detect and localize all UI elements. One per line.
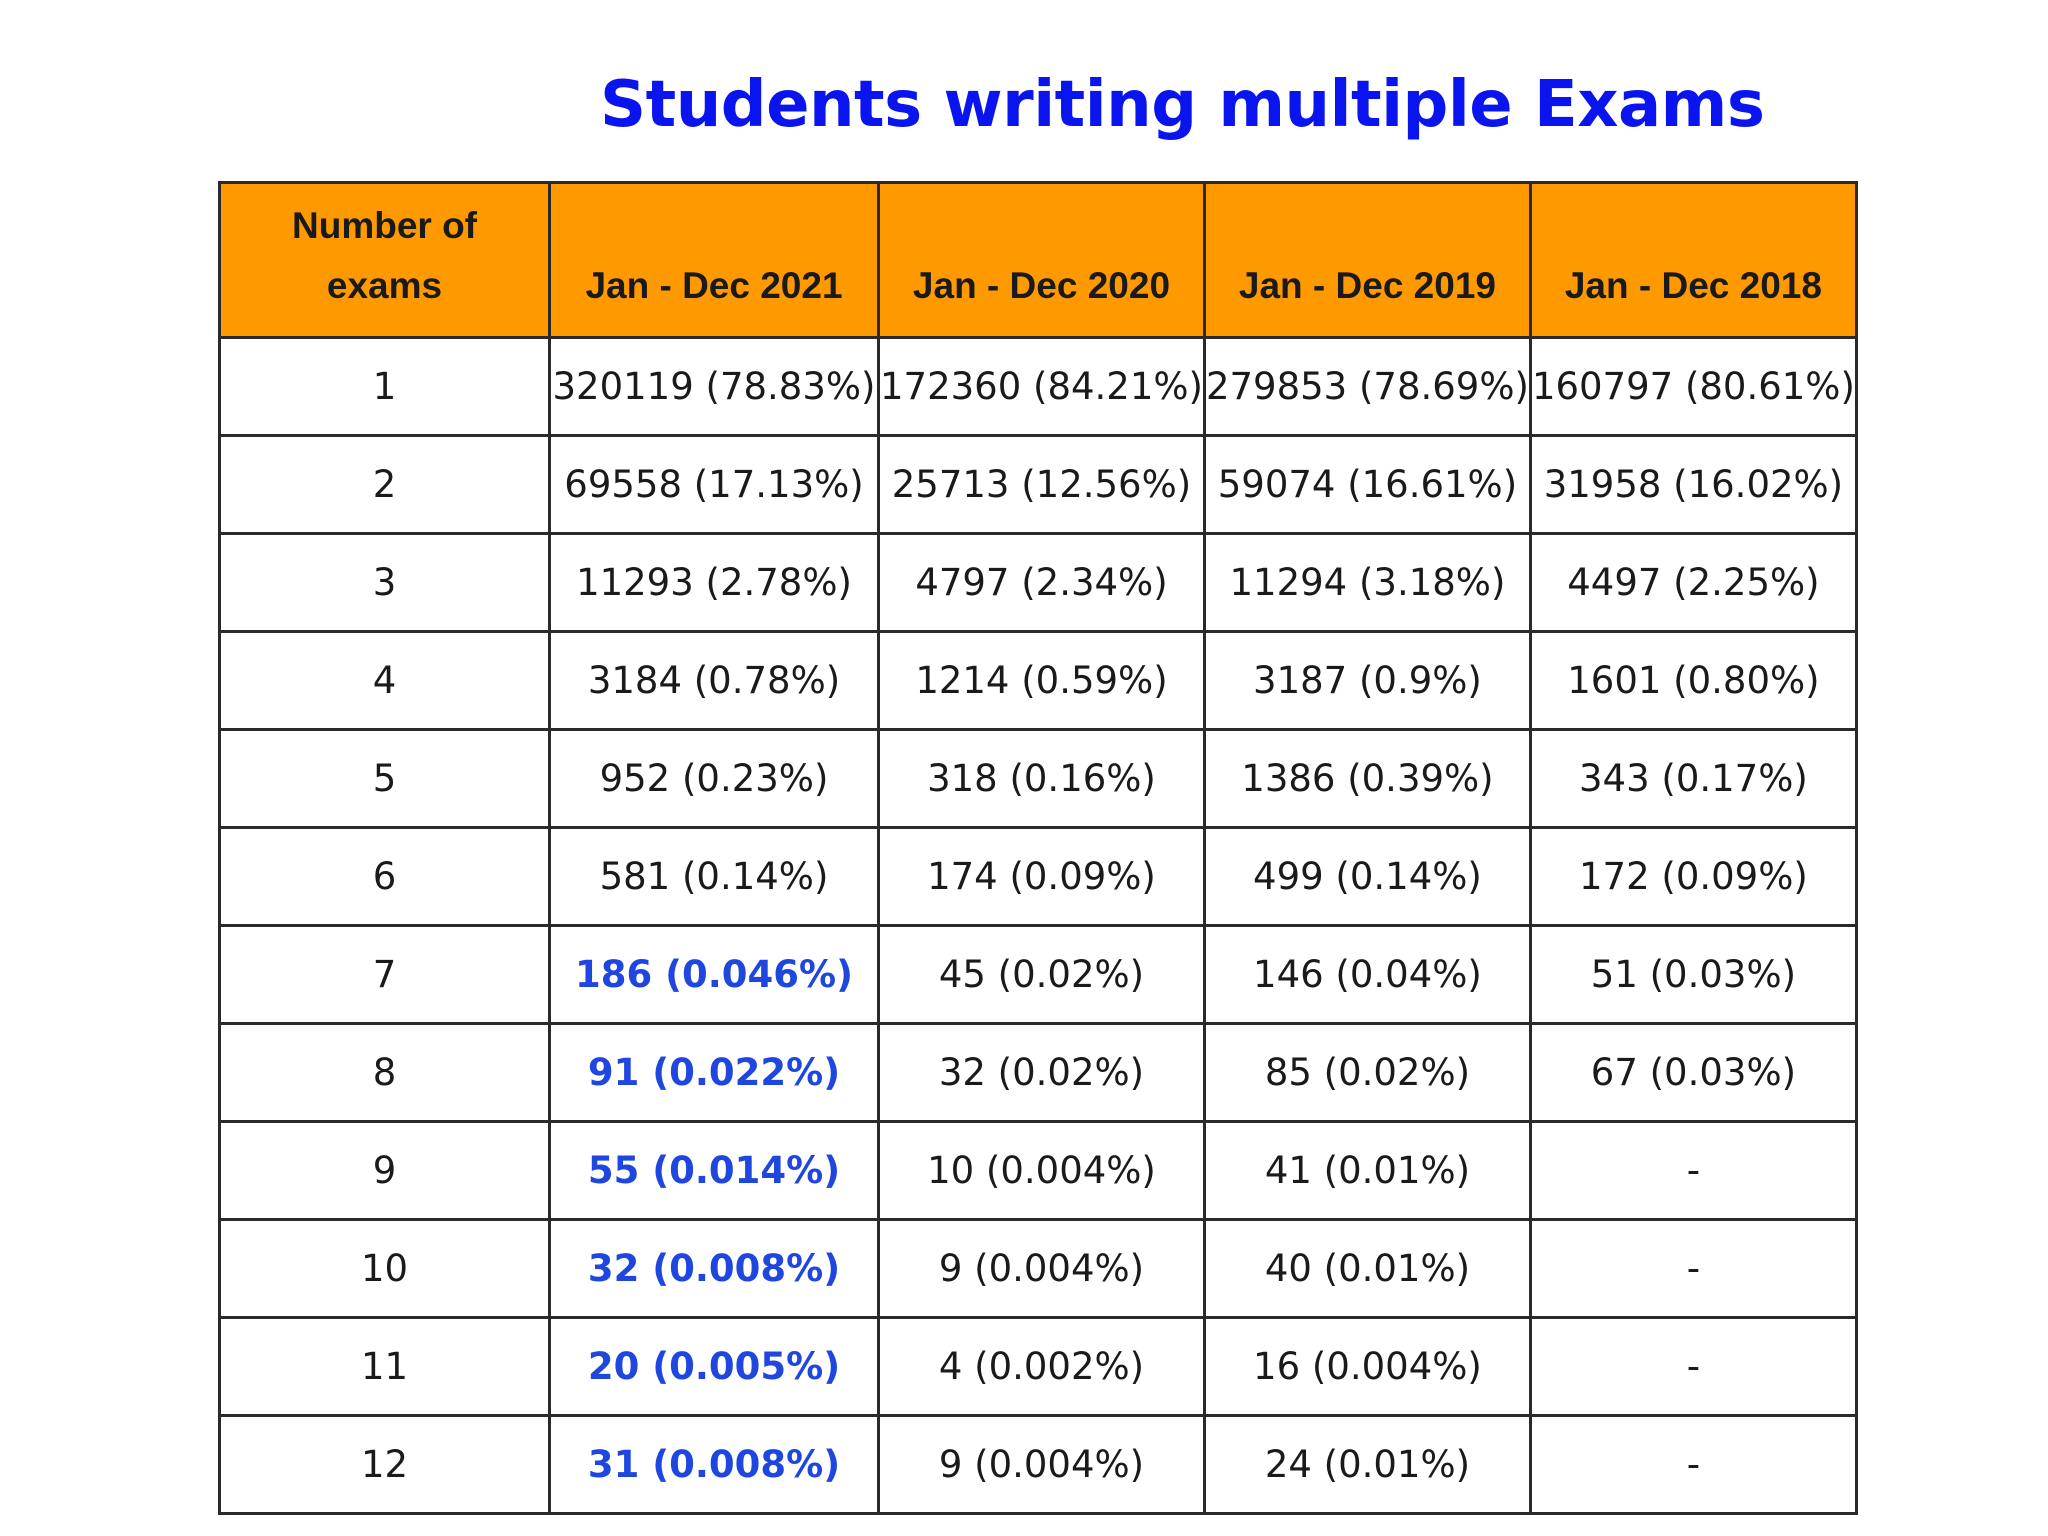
cell-2021: 952 (0.23%) [548, 728, 880, 829]
cell-2018: 160797 (80.61%) [1528, 336, 1858, 437]
table-body: 1 320119 (78.83%) 172360 (84.21%) 279853 (7… [218, 336, 1858, 1515]
cell-2021: 20 (0.005%) [548, 1316, 880, 1417]
cell-2018: 343 (0.17%) [1528, 728, 1858, 829]
table-row: 10 32 (0.008%) 9 (0.004%) 40 (0.01%) - [218, 1218, 1858, 1319]
cell-number-of-exams: 10 [218, 1218, 551, 1319]
cell-2019: 1386 (0.39%) [1202, 728, 1532, 829]
header-number-of-exams-line2: exams [326, 265, 443, 306]
table-row: 4 3184 (0.78%) 1214 (0.59%) 3187 (0.9%) 1601… [218, 630, 1858, 731]
table-row: 5 952 (0.23%) 318 (0.16%) 1386 (0.39%) 343 (… [218, 728, 1858, 829]
cell-2018: 31958 (16.02%) [1528, 434, 1858, 535]
table-row: 1 320119 (78.83%) 172360 (84.21%) 279853 (7… [218, 336, 1858, 437]
cell-2020: 172360 (84.21%) [877, 336, 1206, 437]
cell-2020: 4797 (2.34%) [877, 532, 1206, 633]
cell-2018: - [1528, 1218, 1858, 1319]
cell-2019: 499 (0.14%) [1202, 826, 1532, 927]
header-year-2019: Jan - Dec 2019 [1202, 181, 1532, 339]
cell-2020: 174 (0.09%) [877, 826, 1206, 927]
cell-2020: 45 (0.02%) [877, 924, 1206, 1025]
cell-2018: 1601 (0.80%) [1528, 630, 1858, 731]
cell-number-of-exams: 6 [218, 826, 551, 927]
cell-number-of-exams: 2 [218, 434, 551, 535]
cell-2021: 3184 (0.78%) [548, 630, 880, 731]
table-header-row: Number of exams Jan - Dec 2021 Jan - Dec … [218, 181, 1858, 339]
cell-2021: 91 (0.022%) [548, 1022, 880, 1123]
header-number-of-exams: Number of exams [218, 181, 551, 339]
table-row: 8 91 (0.022%) 32 (0.02%) 85 (0.02%) 67 (0.03… [218, 1022, 1858, 1123]
cell-2019: 59074 (16.61%) [1202, 434, 1532, 535]
cell-2021: 32 (0.008%) [548, 1218, 880, 1319]
cell-2020: 25713 (12.56%) [877, 434, 1206, 535]
cell-number-of-exams: 5 [218, 728, 551, 829]
table-row: 12 31 (0.008%) 9 (0.004%) 24 (0.01%) - [218, 1414, 1858, 1515]
cell-2018: - [1528, 1120, 1858, 1221]
table-row: 6 581 (0.14%) 174 (0.09%) 499 (0.14%) 172 (0… [218, 826, 1858, 927]
cell-2020: 1214 (0.59%) [877, 630, 1206, 731]
cell-2019: 11294 (3.18%) [1202, 532, 1532, 633]
cell-2020: 10 (0.004%) [877, 1120, 1206, 1221]
cell-number-of-exams: 7 [218, 924, 551, 1025]
cell-2021: 11293 (2.78%) [548, 532, 880, 633]
header-year-2020: Jan - Dec 2020 [877, 181, 1206, 339]
cell-2019: 40 (0.01%) [1202, 1218, 1532, 1319]
cell-2019: 24 (0.01%) [1202, 1414, 1532, 1515]
cell-2018: - [1528, 1316, 1858, 1417]
cell-number-of-exams: 12 [218, 1414, 551, 1515]
cell-2020: 9 (0.004%) [877, 1414, 1206, 1515]
cell-2020: 9 (0.004%) [877, 1218, 1206, 1319]
header-year-2021: Jan - Dec 2021 [548, 181, 880, 339]
table-row: 9 55 (0.014%) 10 (0.004%) 41 (0.01%) - [218, 1120, 1858, 1221]
cell-number-of-exams: 9 [218, 1120, 551, 1221]
cell-2021: 320119 (78.83%) [548, 336, 880, 437]
cell-2018: 51 (0.03%) [1528, 924, 1858, 1025]
cell-2019: 41 (0.01%) [1202, 1120, 1532, 1221]
cell-2019: 146 (0.04%) [1202, 924, 1532, 1025]
cell-number-of-exams: 3 [218, 532, 551, 633]
cell-2018: - [1528, 1414, 1858, 1515]
cell-2020: 32 (0.02%) [877, 1022, 1206, 1123]
table-row: 11 20 (0.005%) 4 (0.002%) 16 (0.004%) - [218, 1316, 1858, 1417]
cell-2019: 3187 (0.9%) [1202, 630, 1532, 731]
cell-2020: 4 (0.002%) [877, 1316, 1206, 1417]
cell-number-of-exams: 8 [218, 1022, 551, 1123]
cell-2021: 581 (0.14%) [548, 826, 880, 927]
cell-2021: 55 (0.014%) [548, 1120, 880, 1221]
cell-2019: 85 (0.02%) [1202, 1022, 1532, 1123]
cell-number-of-exams: 4 [218, 630, 551, 731]
cell-2018: 4497 (2.25%) [1528, 532, 1858, 633]
table-row: 3 11293 (2.78%) 4797 (2.34%) 11294 (3.18%) 4… [218, 532, 1858, 633]
cell-2018: 67 (0.03%) [1528, 1022, 1858, 1123]
header-number-of-exams-line1: Number of [292, 205, 477, 246]
cell-2018: 172 (0.09%) [1528, 826, 1858, 927]
cell-number-of-exams: 1 [218, 336, 551, 437]
table-row: 7 186 (0.046%) 45 (0.02%) 146 (0.04%) 51 (0.… [218, 924, 1858, 1025]
cell-2019: 279853 (78.69%) [1202, 336, 1532, 437]
cell-2021: 31 (0.008%) [548, 1414, 880, 1515]
cell-2020: 318 (0.16%) [877, 728, 1206, 829]
cell-number-of-exams: 11 [218, 1316, 551, 1417]
cell-2021: 69558 (17.13%) [548, 434, 880, 535]
cell-2019: 16 (0.004%) [1202, 1316, 1532, 1417]
exams-table: Number of exams Jan - Dec 2021 Jan - Dec … [218, 181, 1858, 1515]
header-year-2018: Jan - Dec 2018 [1528, 181, 1858, 339]
table-row: 2 69558 (17.13%) 25713 (12.56%) 59074 (16.6… [218, 434, 1858, 535]
cell-2021: 186 (0.046%) [548, 924, 880, 1025]
page-title: Students writing multiple Exams [600, 68, 1765, 142]
